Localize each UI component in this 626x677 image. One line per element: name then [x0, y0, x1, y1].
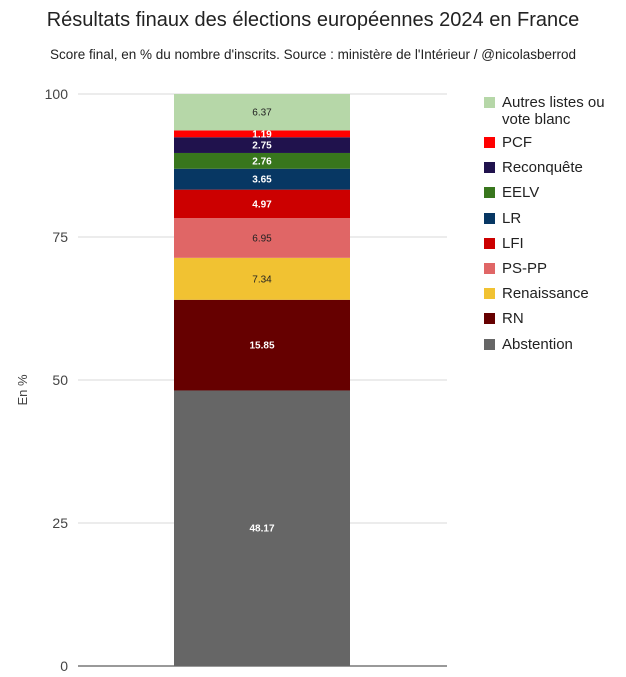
legend-item: EELV [484, 184, 624, 209]
bar-segment [174, 168, 350, 190]
legend-label: Reconquête [502, 159, 583, 177]
data-label: 48.17 [249, 524, 274, 535]
legend-label: Autres listes ou vote blanc [502, 94, 605, 128]
legend-label: Renaissance [502, 285, 589, 303]
data-label: 2.75 [252, 141, 272, 152]
y-tick-label: 50 [52, 372, 68, 388]
legend-swatch [484, 237, 495, 249]
legend-label: EELV [502, 184, 540, 202]
data-label: 6.95 [252, 233, 272, 244]
data-label: 1.19 [252, 129, 272, 140]
legend-item: Renaissance [484, 285, 624, 310]
legend-item: LFI [484, 235, 624, 260]
legend-item: PS-PP [484, 260, 624, 285]
legend-label: RN [502, 310, 524, 328]
data-label: 2.76 [252, 156, 272, 167]
bar-segment [174, 130, 350, 138]
bar-segment [174, 299, 350, 391]
data-label: 6.37 [252, 108, 272, 119]
legend-item: Abstention [484, 336, 624, 361]
legend-swatch [484, 262, 495, 274]
y-tick-label: 100 [45, 86, 69, 102]
legend-swatch [484, 162, 495, 174]
legend-item: Autres listes ou vote blanc [484, 94, 624, 134]
legend-swatch [484, 288, 495, 300]
legend-swatch [484, 338, 495, 350]
chart-legend: Autres listes ou vote blanc PCF Reconquête… [484, 94, 624, 361]
data-label: 4.97 [252, 199, 272, 210]
legend-swatch [484, 137, 495, 148]
legend-item: RN [484, 310, 624, 335]
legend-item: PCF [484, 134, 624, 159]
bar-segment [174, 218, 350, 258]
legend-label: LFI [502, 234, 524, 252]
data-label: 3.65 [252, 175, 272, 186]
y-tick-label: 25 [52, 515, 68, 531]
bar-segment [174, 152, 350, 169]
legend-swatch [484, 187, 495, 199]
bar-segment [174, 189, 350, 219]
legend-item: LR [484, 210, 624, 235]
data-label: 15.85 [249, 341, 274, 352]
data-label: 7.34 [252, 274, 272, 285]
y-axis-label: En % [15, 374, 30, 406]
y-tick-label: 75 [52, 229, 68, 245]
chart-subtitle: Score final, en % du nombre d'inscrits. … [49, 47, 577, 62]
bar-segment [174, 94, 350, 131]
bar-segment [174, 257, 350, 300]
legend-item: Reconquête [484, 159, 624, 184]
legend-label: PCF [502, 134, 532, 151]
legend-label: PS-PP [502, 259, 548, 277]
bar-segment [174, 390, 350, 666]
legend-swatch [484, 97, 495, 108]
y-tick-label: 0 [60, 658, 68, 674]
legend-label: LR [502, 209, 522, 227]
legend-swatch [484, 313, 495, 325]
legend-swatch [484, 212, 495, 224]
legend-label: Abstention [502, 335, 573, 353]
bar-segment [174, 137, 350, 153]
chart-title: Résultats finaux des élections européenn… [46, 9, 580, 31]
